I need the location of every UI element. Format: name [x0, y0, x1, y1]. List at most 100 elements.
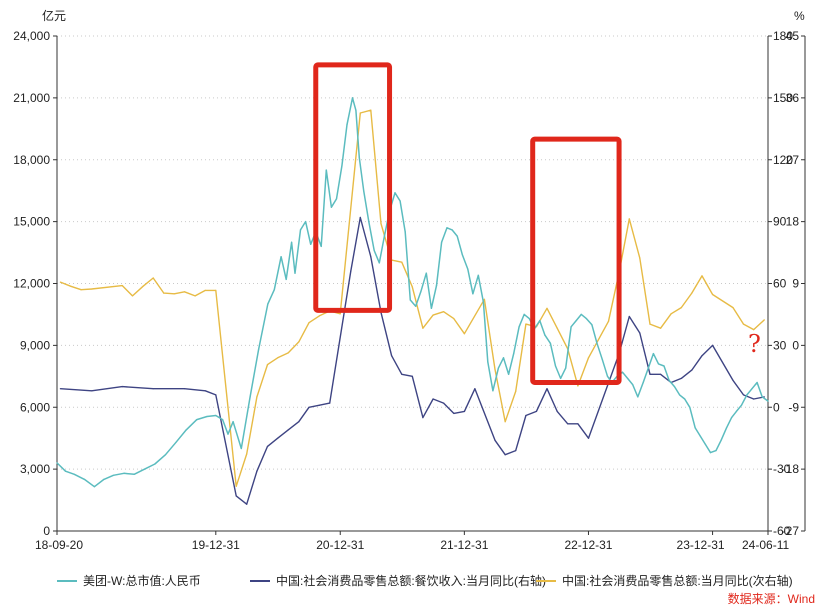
data-point [732, 307, 734, 309]
data-point [453, 318, 455, 320]
data-point [580, 313, 582, 315]
data-point [549, 342, 552, 344]
data-point [556, 410, 558, 412]
highlight-box-1 [313, 62, 393, 313]
right-tick-label: 60 [773, 277, 787, 291]
data-point [318, 404, 321, 406]
data-point [528, 318, 530, 320]
right-tick-label: 30 [773, 338, 787, 352]
x-tick-label: 24-06-11 [742, 538, 789, 552]
data-point [422, 327, 424, 329]
data-point [679, 394, 681, 396]
data-point [753, 398, 755, 400]
data-point [287, 352, 289, 354]
data-point [523, 313, 525, 315]
legend-item-meituan: 美团-W:总市值:人民币 [57, 573, 201, 588]
data-point [404, 231, 406, 233]
data-point [246, 453, 248, 455]
data-point [73, 473, 75, 475]
data-point [329, 402, 331, 404]
data-point [358, 157, 360, 159]
left-tick-label: 18,000 [13, 153, 50, 167]
data-point [701, 275, 703, 277]
right-tick-label: 90 [773, 215, 787, 229]
data-point [632, 384, 634, 386]
data-point [227, 433, 229, 435]
data-point [535, 410, 538, 412]
data-point [560, 377, 562, 379]
data-point [652, 353, 655, 355]
data-point [294, 272, 296, 274]
data-point [756, 381, 758, 384]
data-point [266, 445, 269, 447]
data-point [518, 326, 520, 328]
right-tick-label: 150 [773, 91, 793, 105]
data-point [368, 221, 370, 223]
data-point [709, 452, 712, 454]
data-point [546, 388, 548, 390]
left-tick-label: 0 [43, 524, 50, 538]
data-point [474, 388, 476, 390]
data-point [256, 470, 258, 472]
data-point [482, 301, 484, 303]
data-point [399, 200, 401, 202]
question-mark: ? [748, 330, 761, 358]
data-point [235, 495, 237, 497]
data-point [451, 229, 453, 231]
data-point [232, 421, 234, 423]
data-point [701, 355, 703, 357]
data-point [144, 468, 146, 470]
x-tick-label: 20-12-31 [316, 538, 364, 552]
data-point [742, 394, 745, 396]
data-point [240, 447, 242, 450]
annotations: ? [313, 62, 761, 385]
data-point [308, 406, 310, 408]
data-point [504, 421, 506, 423]
data-point [463, 410, 465, 412]
left-tick-label: 21,000 [13, 91, 50, 105]
data-point [663, 365, 665, 367]
data-point [91, 390, 93, 392]
data-point [668, 379, 670, 381]
data-point [453, 412, 455, 414]
data-point [355, 109, 357, 111]
data-point [763, 319, 765, 321]
data-point [185, 429, 187, 431]
data-point [691, 292, 693, 294]
data-point [570, 326, 572, 328]
x-tick-label: 21-12-31 [440, 538, 488, 552]
data-point [477, 274, 479, 276]
data-point [657, 363, 660, 365]
data-point [401, 373, 403, 375]
data-point [222, 419, 224, 421]
right-unit: % [794, 9, 805, 23]
data-point [725, 427, 728, 429]
data-point [715, 450, 717, 452]
data-point [751, 388, 753, 390]
data-point [699, 435, 701, 437]
data-point [112, 474, 114, 476]
data-point [346, 124, 348, 126]
source-note: 数据来源：Wind [728, 591, 815, 606]
data-point [350, 270, 352, 272]
data-point [494, 368, 496, 370]
right-tick-label: -60 [773, 524, 791, 538]
data-point [422, 417, 424, 419]
data-point [204, 390, 206, 392]
data-point [93, 486, 95, 488]
data-point [539, 320, 541, 322]
data-point [409, 299, 411, 301]
data-point [64, 470, 67, 472]
data-point [370, 256, 372, 258]
data-point [621, 371, 624, 373]
x-tick-label: 19-12-31 [192, 538, 240, 552]
data-point [441, 241, 443, 243]
data-point [585, 318, 588, 320]
data-point [373, 249, 375, 252]
data-point [363, 190, 365, 192]
data-point [266, 364, 269, 366]
data-point [298, 341, 300, 343]
left-tick-label: 6,000 [20, 400, 50, 414]
left-tick-label: 12,000 [13, 277, 50, 291]
right-tick-label: -30 [773, 462, 791, 476]
